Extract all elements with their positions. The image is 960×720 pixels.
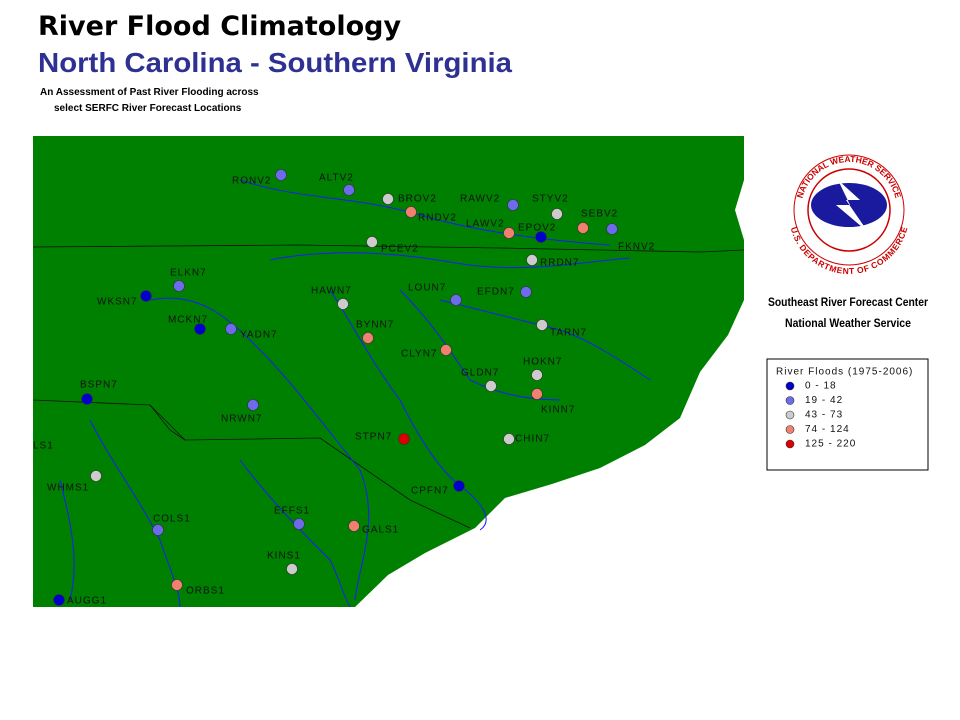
station-marker	[225, 323, 237, 335]
station-marker	[171, 579, 183, 591]
legend-label: 43 - 73	[805, 410, 843, 421]
station-marker	[362, 332, 374, 344]
legend-title: River Floods (1975-2006)	[776, 367, 913, 378]
legend-marker	[785, 381, 795, 391]
station-label: MCKN7	[168, 315, 208, 326]
station-marker	[551, 208, 563, 220]
station-label: BSPN7	[80, 380, 118, 391]
land	[33, 136, 744, 607]
station-label: RAWV2	[460, 194, 500, 205]
station-label: CPFN7	[411, 486, 449, 497]
station-marker	[398, 433, 410, 445]
station-label: YADN7	[240, 330, 278, 341]
station-label: HAWN7	[311, 286, 352, 297]
station-marker	[81, 393, 93, 405]
station-marker	[531, 369, 543, 381]
station-label: CLYN7	[401, 349, 438, 360]
subtitle: North Carolina - Southern Virginia	[38, 47, 512, 78]
station-marker	[90, 470, 102, 482]
station-label: HOKN7	[523, 357, 562, 368]
station-label: FKNV2	[618, 242, 655, 253]
station-marker	[526, 254, 538, 266]
station-marker	[152, 524, 164, 536]
station-label: AUGG1	[67, 596, 107, 607]
station-label: CHIN7	[515, 434, 550, 445]
station-label: ORBS1	[186, 586, 225, 597]
station-label: NRWN7	[221, 414, 262, 425]
legend-marker	[785, 425, 795, 434]
station-label: EFFS1	[274, 506, 310, 517]
station-label: LS1	[33, 441, 54, 452]
station-label: WHMS1	[47, 483, 89, 494]
legend-marker	[785, 410, 795, 420]
state-lines	[32, 244, 745, 529]
station-label: ELKN7	[170, 268, 207, 279]
station-label: KINS1	[267, 551, 301, 562]
station-marker	[53, 594, 65, 606]
station-label: GALS1	[362, 525, 399, 536]
center-name: National Weather Service	[785, 316, 911, 330]
station-marker	[293, 518, 305, 530]
station-label: WKSN7	[97, 297, 138, 308]
station-label: GLDN7	[461, 368, 499, 379]
station-marker	[343, 184, 355, 196]
station-marker	[194, 323, 206, 335]
station-label: RONV2	[232, 176, 271, 187]
station-label: COLS1	[153, 514, 191, 525]
station-marker	[503, 433, 515, 445]
legend-label: 19 - 42	[805, 395, 843, 406]
station-marker	[520, 286, 532, 298]
station-marker	[440, 344, 452, 356]
legend-marker	[785, 396, 795, 405]
station-marker	[366, 236, 378, 248]
center-name: Southeast River Forecast Center	[768, 295, 928, 309]
title: River Flood Climatology	[38, 11, 401, 42]
station-marker	[507, 199, 519, 211]
station-marker	[606, 223, 618, 235]
station-marker	[140, 290, 152, 302]
station-marker	[286, 563, 298, 575]
station-label: BYNN7	[356, 320, 394, 331]
station-marker	[485, 380, 497, 392]
station-label: STYV2	[532, 194, 569, 205]
station-label: LOUN7	[408, 283, 446, 294]
station-label: ALTV2	[319, 173, 354, 184]
description: An Assessment of Past River Flooding acr…	[40, 87, 259, 98]
station-marker	[453, 480, 465, 492]
station-label: BROV2	[398, 194, 437, 205]
station-label: TARN7	[550, 328, 587, 339]
station-label: EFDN7	[477, 287, 515, 298]
station-marker	[275, 169, 287, 181]
station-marker	[531, 388, 543, 400]
station-marker	[536, 319, 548, 331]
station-marker	[503, 227, 515, 239]
legend: River Floods (1975-2006) 0 - 18 19 - 42 43…	[766, 358, 929, 471]
station-marker	[348, 520, 360, 532]
station-label: SEBV2	[581, 209, 618, 220]
station-label: EPOV2	[518, 223, 556, 234]
legend-label: 125 - 220	[805, 439, 856, 450]
logo: NATIONAL WEATHER SERVICE U.S. DEPARTMENT…	[788, 154, 910, 277]
station-marker	[450, 294, 462, 306]
station-label: RNDV2	[418, 213, 457, 224]
legend-marker	[785, 439, 795, 449]
station-marker	[535, 231, 547, 243]
station-label: LAWV2	[466, 219, 505, 230]
station-marker	[577, 222, 589, 234]
legend-label: 0 - 18	[805, 381, 837, 392]
map	[32, 136, 745, 608]
legend-label: 74 - 124	[805, 424, 850, 435]
station-label: PCEV2	[381, 244, 419, 255]
station-label: RRDN7	[540, 258, 579, 269]
station-marker	[337, 298, 349, 310]
station-label: STPN7	[355, 432, 392, 443]
station-label: KINN7	[541, 405, 575, 416]
station-marker	[247, 399, 259, 411]
description: select SERFC River Forecast Locations	[54, 103, 242, 114]
station-marker	[382, 193, 394, 205]
station-marker	[173, 280, 185, 292]
station-marker	[405, 206, 417, 218]
